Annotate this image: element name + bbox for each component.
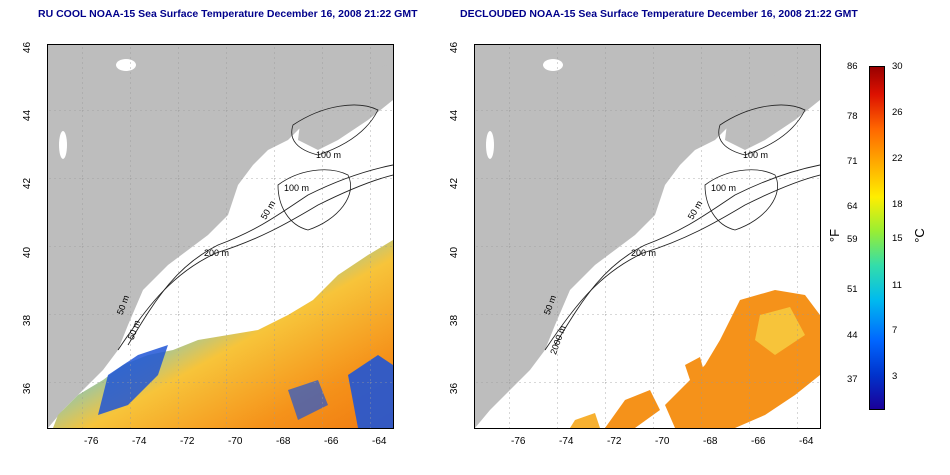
celsius-tick: 3 bbox=[892, 371, 898, 382]
fahrenheit-tick: 51 bbox=[847, 284, 858, 295]
fahrenheit-tick: 64 bbox=[847, 201, 858, 212]
fahrenheit-tick: 59 bbox=[847, 234, 858, 245]
lat-tick-label: 44 bbox=[22, 109, 34, 122]
temperature-colorbar bbox=[869, 66, 885, 410]
lon-tick-label: -76 bbox=[84, 436, 99, 447]
celsius-tick: 26 bbox=[892, 107, 903, 118]
lat-tick-label: 40 bbox=[449, 246, 461, 259]
fahrenheit-tick: 86 bbox=[847, 61, 858, 72]
celsius-tick: 11 bbox=[892, 280, 902, 291]
lon-tick-label: -64 bbox=[799, 436, 814, 447]
contour-label: 100 m bbox=[316, 150, 342, 160]
celsius-tick: 22 bbox=[892, 153, 903, 164]
left-sst-map: 100 m 100 m 50 m 200 m 50 m 50 m bbox=[47, 44, 394, 429]
celsius-tick: 7 bbox=[892, 325, 898, 336]
fahrenheit-unit-label: °F bbox=[827, 228, 843, 243]
lat-tick-label: 46 bbox=[449, 41, 461, 54]
celsius-tick: 30 bbox=[892, 61, 903, 72]
lat-tick-label: 36 bbox=[22, 382, 34, 395]
celsius-tick: 15 bbox=[892, 233, 903, 244]
contour-label: 200 m bbox=[631, 248, 657, 258]
lon-tick-label: -70 bbox=[655, 436, 670, 447]
fahrenheit-tick: 44 bbox=[847, 330, 858, 341]
contour-label: 100 m bbox=[711, 183, 737, 193]
lon-tick-label: -74 bbox=[132, 436, 147, 447]
lon-tick-label: -68 bbox=[703, 436, 718, 447]
contour-label: 200 m bbox=[204, 248, 230, 258]
lon-tick-label: -64 bbox=[372, 436, 387, 447]
lat-tick-label: 46 bbox=[22, 41, 34, 54]
celsius-unit-label: °C bbox=[911, 228, 927, 243]
lat-tick-label: 44 bbox=[449, 109, 461, 122]
celsius-tick: 18 bbox=[892, 199, 903, 210]
lat-tick-label: 38 bbox=[22, 314, 34, 327]
lat-tick-label: 38 bbox=[449, 314, 461, 327]
lon-tick-label: -74 bbox=[559, 436, 574, 447]
lon-tick-label: -72 bbox=[607, 436, 622, 447]
right-sst-map: 100 m 100 m 50 m 200 m 50 m 2000 m bbox=[474, 44, 821, 429]
lat-tick-label: 42 bbox=[449, 177, 461, 190]
contour-label: 100 m bbox=[743, 150, 769, 160]
fahrenheit-tick: 71 bbox=[847, 156, 858, 167]
lon-tick-label: -70 bbox=[228, 436, 243, 447]
lat-tick-label: 36 bbox=[449, 382, 461, 395]
fahrenheit-tick: 37 bbox=[847, 374, 858, 385]
fahrenheit-tick: 78 bbox=[847, 111, 858, 122]
lon-tick-label: -76 bbox=[511, 436, 526, 447]
contour-label: 100 m bbox=[284, 183, 310, 193]
lon-tick-label: -66 bbox=[751, 436, 766, 447]
lat-tick-label: 40 bbox=[22, 246, 34, 259]
lon-tick-label: -72 bbox=[180, 436, 195, 447]
lon-tick-label: -68 bbox=[276, 436, 291, 447]
lon-tick-label: -66 bbox=[324, 436, 339, 447]
right-map-title: DECLOUDED NOAA-15 Sea Surface Temperatur… bbox=[460, 8, 858, 20]
lat-tick-label: 42 bbox=[22, 177, 34, 190]
left-map-title: RU COOL NOAA-15 Sea Surface Temperature … bbox=[38, 8, 418, 20]
